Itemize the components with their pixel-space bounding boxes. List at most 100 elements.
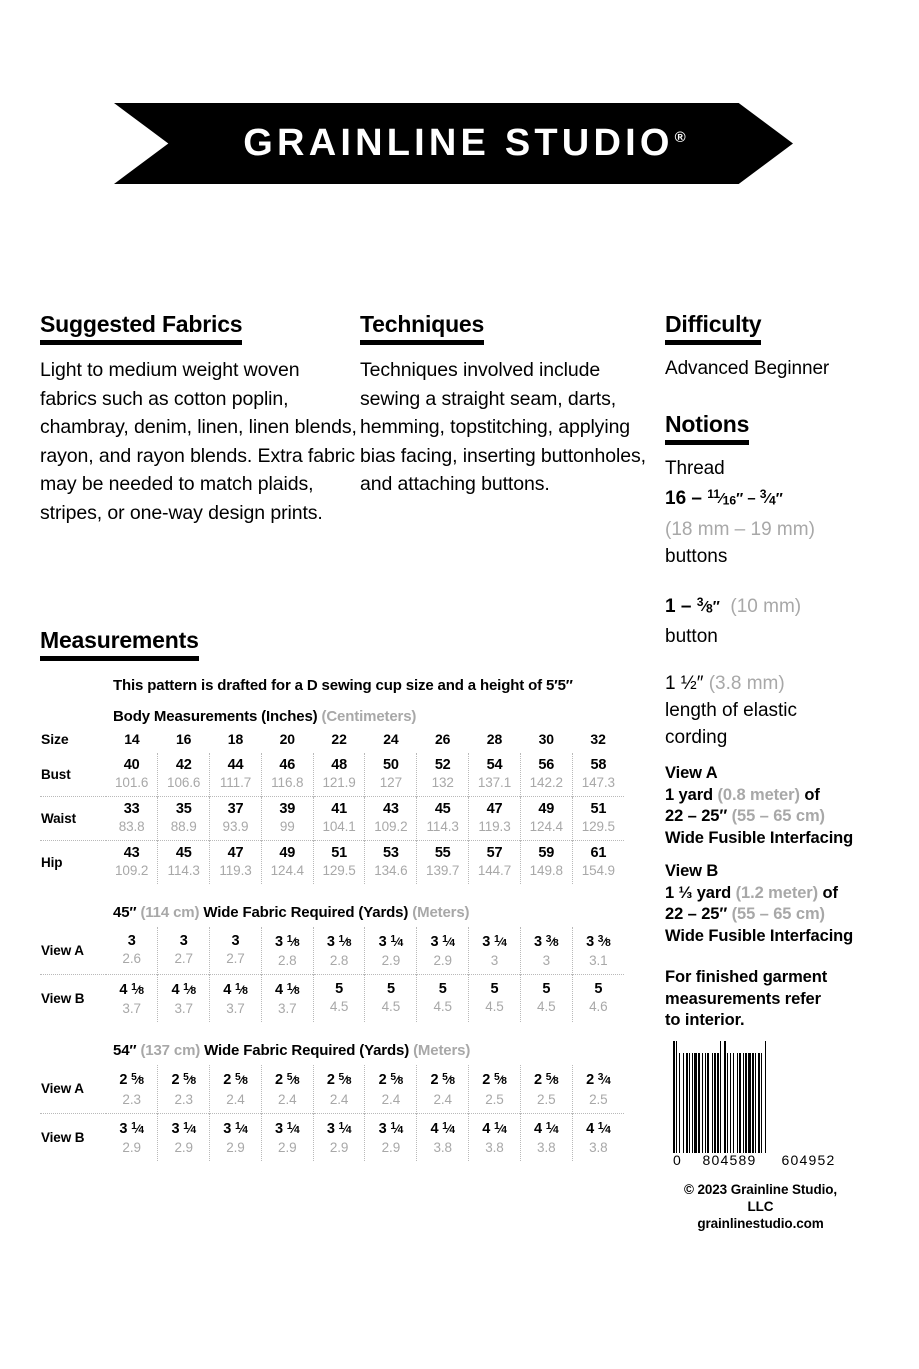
value-imperial: 4 1⁄8 bbox=[275, 982, 300, 999]
value-metric: 132 bbox=[431, 775, 454, 790]
interfacing-width-imperial: 22 – 25″ bbox=[665, 807, 728, 826]
value-metric: 121.9 bbox=[322, 775, 356, 790]
measurements-heading-wrap: Measurements bbox=[40, 628, 199, 661]
measurement-cell: 56 142.2 bbox=[519, 753, 573, 797]
measurement-cell: 2 5⁄8 2.3 bbox=[157, 1065, 210, 1114]
caption-main-text: Wide Fabric Required (Yards) bbox=[204, 1042, 410, 1060]
value-metric: 83.8 bbox=[118, 819, 145, 834]
body-measurements-caption: Body Measurements (Inches) (Centimeters) bbox=[113, 708, 640, 725]
value-metric: 149.8 bbox=[529, 863, 563, 878]
interfacing-description: Wide Fusible Interfacing bbox=[665, 926, 854, 945]
value-metric: 2.7 bbox=[174, 951, 193, 967]
value-imperial: 33 bbox=[123, 801, 140, 817]
measurement-cell: 2 5⁄8 2.4 bbox=[416, 1065, 469, 1114]
small-button-size-imperial: 3⁄8″ bbox=[696, 594, 720, 616]
value-imperial: 4 1⁄4 bbox=[482, 1120, 507, 1137]
measurement-cell: 35 88.9 bbox=[157, 796, 210, 841]
value-imperial: 2 5⁄8 bbox=[119, 1072, 144, 1089]
measurement-cell: 39 99 bbox=[260, 796, 314, 841]
value-metric: 2.9 bbox=[278, 1139, 297, 1155]
measurement-cell: 41 104.1 bbox=[312, 796, 365, 841]
value-metric: 2.9 bbox=[433, 953, 452, 969]
measurement-cell: 3 1⁄4 2.9 bbox=[157, 1112, 210, 1161]
value-metric: 109.2 bbox=[374, 819, 408, 834]
barcode-bar bbox=[766, 1041, 768, 1153]
measurement-cell: 58 147.3 bbox=[571, 753, 624, 797]
registered-trademark-icon: ® bbox=[674, 129, 686, 146]
notions-heading: Notions bbox=[665, 411, 750, 437]
techniques-body: Techniques involved include sewing a str… bbox=[360, 359, 646, 495]
measurement-cell: 4 1⁄4 3.8 bbox=[416, 1112, 469, 1161]
barcode-bar bbox=[724, 1041, 726, 1153]
fabric-54-caption: 54″ (137 cm) Wide Fabric Required (Yards… bbox=[113, 1042, 640, 1059]
barcode-block: 0 804589 604952 © 2023 Grainline Studio,… bbox=[673, 1041, 848, 1232]
value-imperial: 5 bbox=[438, 981, 447, 998]
measurement-cell: 46 116.8 bbox=[260, 753, 314, 797]
footnote-line-3: to interior. bbox=[665, 1011, 745, 1030]
barcode-bar bbox=[743, 1053, 744, 1153]
value-metric: 106.6 bbox=[167, 775, 201, 790]
value-imperial: 3 1⁄4 bbox=[326, 1120, 352, 1137]
barcode-bar bbox=[745, 1053, 747, 1153]
notions-thread-label: Thread bbox=[665, 458, 725, 479]
size-column-header: 22 bbox=[331, 731, 347, 747]
value-imperial: 4 1⁄8 bbox=[171, 982, 196, 999]
value-metric: 2.4 bbox=[381, 1091, 401, 1107]
measurement-cell: 3 1⁄4 2.9 bbox=[260, 1112, 314, 1161]
measurement-cell: 4 1⁄8 3.7 bbox=[260, 974, 314, 1023]
value-imperial: 4 1⁄4 bbox=[534, 1120, 559, 1137]
barcode-bar bbox=[705, 1053, 706, 1153]
value-imperial: 39 bbox=[279, 801, 296, 817]
value-imperial: 3 bbox=[179, 933, 188, 950]
value-metric: 119.3 bbox=[478, 819, 511, 834]
barcode-bar bbox=[727, 1053, 728, 1153]
notions-elastic-item-line2: cording bbox=[665, 727, 728, 749]
measurement-cell: 3 1⁄4 2.9 bbox=[364, 927, 417, 975]
measurement-cell: 2 5⁄8 2.4 bbox=[312, 1065, 365, 1114]
notions-large-buttons-metric: (18 mm – 19 mm) bbox=[665, 518, 815, 540]
value-metric: 2.8 bbox=[329, 953, 349, 969]
measurement-cell: 55 139.7 bbox=[416, 840, 469, 884]
measurement-cell: 53 134.6 bbox=[364, 840, 417, 884]
fabric-45-caption: 45″ (114 cm) Wide Fabric Required (Yards… bbox=[113, 904, 640, 921]
value-imperial: 40 bbox=[123, 757, 140, 773]
barcode-digits: 0 804589 604952 bbox=[673, 1152, 848, 1168]
row-label: Bust bbox=[41, 767, 71, 782]
spacer bbox=[665, 849, 915, 861]
value-imperial: 4 1⁄4 bbox=[430, 1120, 455, 1137]
measurement-cell: 47 119.3 bbox=[209, 840, 262, 884]
measurement-cell: 5 4.5 bbox=[519, 974, 573, 1023]
table-row: Waist 33 83.8 35 88.9 37 93.9 39 99 41 104.1 43 109.… bbox=[40, 796, 624, 841]
button-count: 16 bbox=[665, 488, 687, 510]
value-imperial: 4 1⁄8 bbox=[119, 982, 144, 999]
size-column-header: 30 bbox=[538, 731, 554, 747]
value-imperial: 2 3⁄4 bbox=[586, 1072, 611, 1089]
techniques-heading-wrap: Techniques bbox=[360, 312, 484, 345]
value-imperial: 59 bbox=[538, 845, 555, 861]
value-metric: 147.3 bbox=[581, 775, 615, 790]
value-metric: 129.5 bbox=[322, 863, 356, 878]
measurement-cell: 3 1⁄4 2.9 bbox=[312, 1112, 365, 1161]
value-imperial: 55 bbox=[434, 845, 451, 861]
value-metric: 3.8 bbox=[537, 1139, 556, 1155]
value-imperial: 3 3⁄8 bbox=[586, 934, 611, 951]
barcode-bar bbox=[755, 1053, 756, 1153]
interfacing-amount-imperial: 1 yard bbox=[665, 785, 714, 804]
spacer bbox=[665, 650, 915, 670]
measurement-cell: 4 1⁄4 3.8 bbox=[571, 1112, 624, 1161]
interfacing-amount-line: 1 yard (0.8 meter) of bbox=[665, 785, 915, 807]
value-metric: 2.5 bbox=[589, 1091, 608, 1107]
value-metric: 127 bbox=[379, 775, 402, 790]
barcode-bar bbox=[717, 1053, 719, 1153]
difficulty-heading-wrap: Difficulty bbox=[665, 312, 762, 345]
row-label: View A bbox=[41, 1081, 84, 1097]
notions-small-button-size: 1 – 3⁄8″ (10 mm) bbox=[665, 590, 915, 624]
value-metric: 4.6 bbox=[589, 999, 608, 1015]
heading-underline-rule bbox=[360, 340, 485, 345]
notions-section: Notions Thread 16 – 11⁄16″ – 3⁄4″ (18 mm… bbox=[665, 412, 915, 1032]
measurement-cell: 42 106.6 bbox=[157, 753, 210, 797]
barcode-bar bbox=[676, 1041, 677, 1153]
